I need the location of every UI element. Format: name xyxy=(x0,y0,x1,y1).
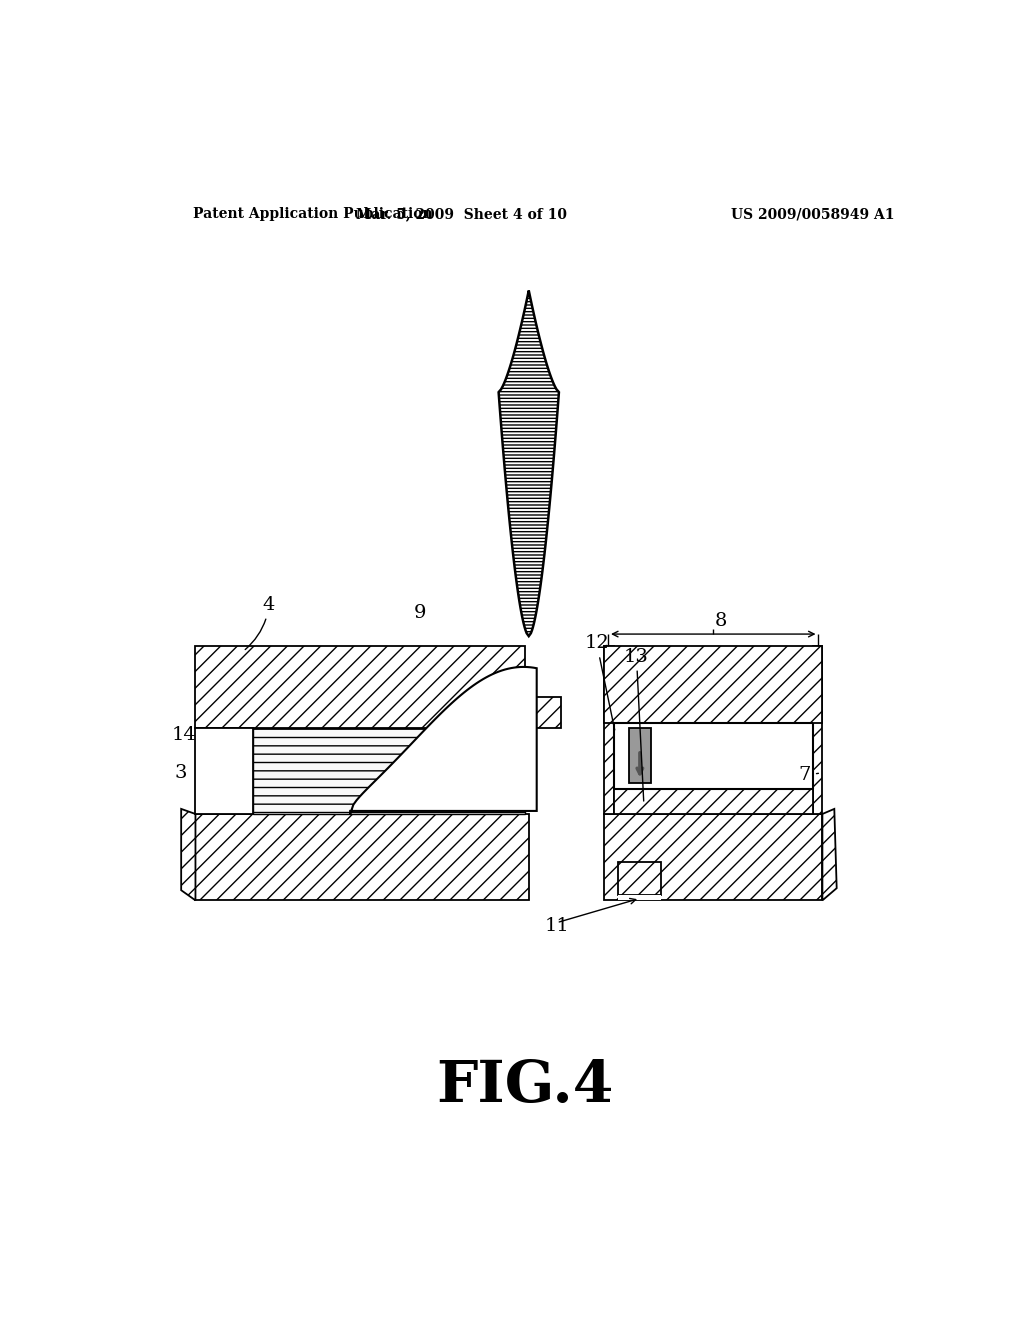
Bar xyxy=(618,862,662,895)
Bar xyxy=(196,727,253,814)
Bar xyxy=(253,727,524,814)
Text: 7: 7 xyxy=(799,767,818,784)
Polygon shape xyxy=(181,809,196,900)
Text: US 2009/0058949 A1: US 2009/0058949 A1 xyxy=(731,207,895,222)
Bar xyxy=(613,788,813,814)
Text: 3: 3 xyxy=(174,764,186,783)
Text: Patent Application Publication: Patent Application Publication xyxy=(194,207,433,222)
Text: 12: 12 xyxy=(585,635,614,730)
Bar xyxy=(618,895,662,900)
Text: 14: 14 xyxy=(172,726,197,743)
Polygon shape xyxy=(350,667,537,814)
Text: 9: 9 xyxy=(414,603,426,622)
Bar xyxy=(613,722,813,788)
Polygon shape xyxy=(499,290,559,636)
Bar xyxy=(604,814,822,900)
Bar xyxy=(604,647,822,722)
Polygon shape xyxy=(524,697,560,727)
Text: 8: 8 xyxy=(715,612,727,630)
Text: Mar. 5, 2009  Sheet 4 of 10: Mar. 5, 2009 Sheet 4 of 10 xyxy=(355,207,567,222)
Bar xyxy=(604,647,613,814)
Text: 11: 11 xyxy=(544,917,569,935)
Bar xyxy=(196,647,524,727)
Text: FIG.4: FIG.4 xyxy=(436,1057,613,1114)
Text: 13: 13 xyxy=(624,648,649,801)
Bar xyxy=(196,814,528,900)
Polygon shape xyxy=(822,809,837,900)
Bar xyxy=(629,727,651,784)
Bar xyxy=(813,647,822,814)
Text: 4: 4 xyxy=(245,595,275,649)
